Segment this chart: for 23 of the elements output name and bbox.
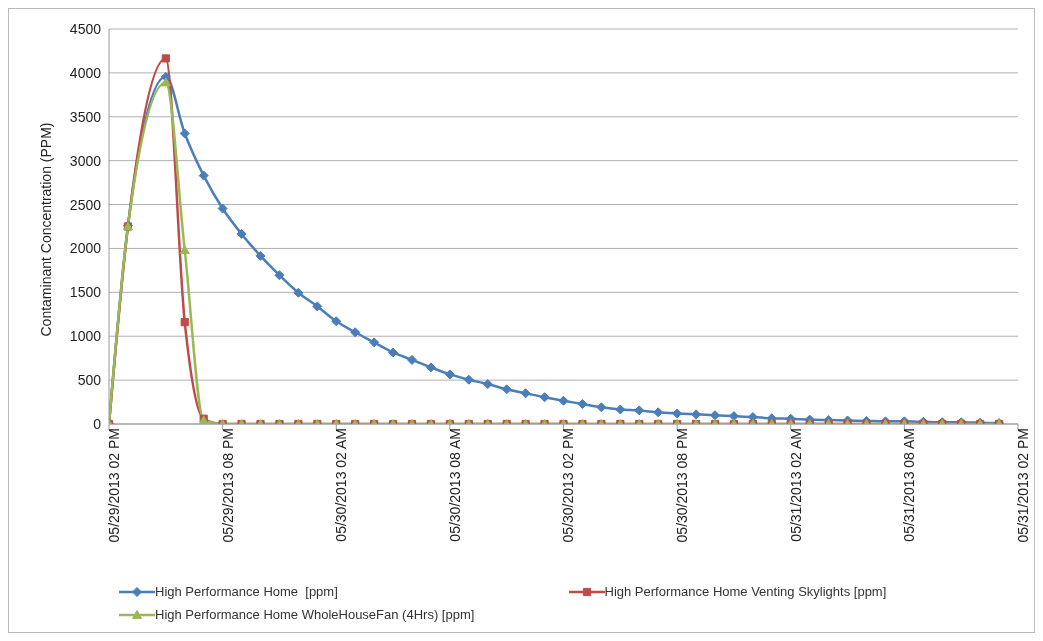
legend-label: High Performance Home WholeHouseFan (4Hrs) [ppm] xyxy=(155,607,475,622)
x-tick-label: 05/30/2013 08 PM xyxy=(674,428,691,543)
x-tick-label: 05/31/2013 02 AM xyxy=(787,428,804,542)
y-tick-label: 1500 xyxy=(69,284,102,301)
y-tick-label: 4000 xyxy=(69,64,102,81)
x-tick-label: 05/30/2013 02 AM xyxy=(333,428,350,542)
x-tick-label: 05/29/2013 02 PM xyxy=(105,428,122,543)
y-tick-label: 2500 xyxy=(69,196,102,213)
x-tick-label: 05/29/2013 08 PM xyxy=(219,428,236,543)
y-tick-label: 500 xyxy=(77,372,102,389)
x-tick-label: 05/30/2013 08 AM xyxy=(446,428,463,542)
y-tick-label: 0 xyxy=(93,415,102,432)
x-tick-label: 05/30/2013 02 PM xyxy=(560,428,577,543)
y-tick-label: 3500 xyxy=(69,108,102,125)
y-tick-label: 4500 xyxy=(69,20,102,37)
legend-label: High Performance Home Venting Skylights [ppm] xyxy=(604,584,887,599)
x-tick-label: 05/31/2013 08 AM xyxy=(901,428,918,542)
legend-label: High Performance Home [ppm] xyxy=(155,584,338,599)
y-tick-label: 3000 xyxy=(69,152,102,169)
y-tick-label: 1000 xyxy=(69,328,102,345)
x-tick-label: 05/31/2013 02 PM xyxy=(1014,428,1031,543)
y-axis-title: Contaminant Concentration (PPM) xyxy=(37,122,54,337)
y-tick-label: 2000 xyxy=(69,240,102,257)
